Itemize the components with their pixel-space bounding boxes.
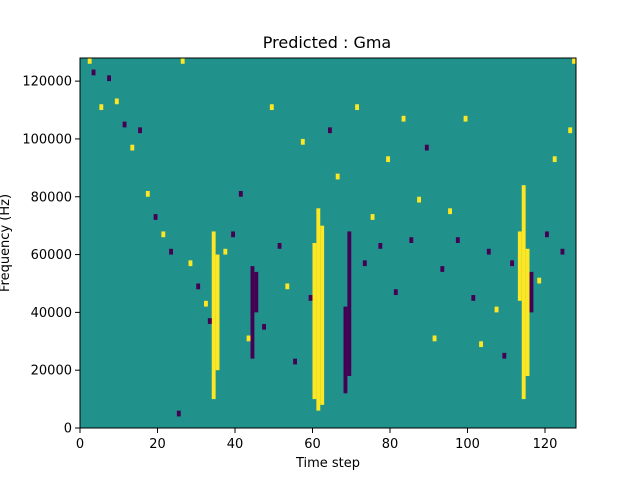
x-tick-label: 0 xyxy=(76,437,84,452)
y-tick-label: 0 xyxy=(64,422,72,437)
heatmap-band-6 xyxy=(521,185,526,400)
heatmap-cell-6 xyxy=(130,144,135,151)
heatmap-cell-48 xyxy=(486,248,491,255)
x-tick-label: 20 xyxy=(149,437,166,452)
heatmap-cell-30 xyxy=(335,173,340,180)
x-tick-label: 80 xyxy=(382,437,399,452)
y-tick-label: 60000 xyxy=(31,248,72,263)
y-tick-label: 100000 xyxy=(22,132,72,147)
heatmap-cell-32 xyxy=(362,260,367,267)
heatmap-cell-17 xyxy=(207,318,212,324)
heatmap-cell-53 xyxy=(545,231,549,238)
y-axis-label: Frequency (Hz) xyxy=(0,194,13,292)
heatmap-cell-26 xyxy=(293,358,297,365)
heatmap-band-1 xyxy=(215,254,220,371)
heatmap-band-12 xyxy=(529,271,534,313)
chart-title: Predicted : Gma xyxy=(263,33,391,52)
heatmap-cell-25 xyxy=(285,283,290,290)
heatmap-cell-54 xyxy=(552,156,557,163)
x-tick-label: 100 xyxy=(455,437,480,452)
heatmap-cell-51 xyxy=(510,260,514,267)
heatmap-cell-16 xyxy=(204,300,208,307)
heatmap-cell-45 xyxy=(463,115,468,122)
heatmap-cell-12 xyxy=(176,410,181,417)
heatmap-cell-43 xyxy=(448,208,452,215)
heatmap-cell-28 xyxy=(308,295,313,301)
heatmap-cell-1 xyxy=(91,69,96,76)
heatmap-cell-20 xyxy=(238,190,243,197)
heatmap-band-10 xyxy=(343,306,348,394)
x-axis-label: Time step xyxy=(295,456,360,471)
heatmap-cell-55 xyxy=(560,248,565,255)
heatmap-cell-27 xyxy=(300,138,305,145)
heatmap-cell-35 xyxy=(386,156,390,163)
y-tick-label: 40000 xyxy=(31,306,72,321)
heatmap-cell-15 xyxy=(196,283,201,290)
heatmap-cell-56 xyxy=(568,127,573,134)
y-tick-label: 20000 xyxy=(31,364,72,379)
heatmap-band-9 xyxy=(254,271,259,313)
y-tick-label: 120000 xyxy=(22,75,72,90)
heatmap-cell-0 xyxy=(87,58,92,64)
heatmap-cell-31 xyxy=(355,104,359,111)
heatmap-cell-49 xyxy=(494,306,499,313)
heatmap-cell-3 xyxy=(107,75,111,82)
heatmap-cell-46 xyxy=(471,295,476,301)
heatmap-cell-24 xyxy=(277,243,282,249)
y-axis-ticks: 0 20000 40000 60000 80000 100000 120000 xyxy=(22,75,80,437)
x-tick-label: 120 xyxy=(533,437,558,452)
heatmap-cell-29 xyxy=(328,127,332,134)
heatmap-cell-13 xyxy=(180,58,185,64)
heatmap-cell-41 xyxy=(432,335,437,342)
heatmap-cell-14 xyxy=(188,260,193,267)
heatmap-cell-40 xyxy=(424,144,429,151)
heatmap-cell-23 xyxy=(269,104,274,111)
heatmap-band-7 xyxy=(525,248,530,376)
heatmap-cell-4 xyxy=(114,98,119,105)
x-tick-label: 60 xyxy=(304,437,321,452)
heatmap-band-4 xyxy=(320,225,325,405)
heatmap-cell-8 xyxy=(145,190,150,197)
x-axis-ticks: 0 20 40 60 80 100 120 xyxy=(76,428,558,452)
heatmap-cell-19 xyxy=(231,231,235,238)
heatmap-cell-5 xyxy=(122,121,127,128)
heatmap-band-2 xyxy=(312,243,317,400)
heatmap-cell-38 xyxy=(409,237,414,243)
heatmap-area xyxy=(80,58,576,428)
plot-frame xyxy=(79,57,577,429)
heatmap-cell-33 xyxy=(370,214,375,220)
heatmap-background xyxy=(80,58,576,428)
heatmap-band-8 xyxy=(250,266,255,359)
heatmap-cell-11 xyxy=(169,248,173,255)
heatmap-band-0 xyxy=(211,231,216,400)
heatmap-cell-7 xyxy=(138,127,142,134)
heatmap-cell-37 xyxy=(401,115,406,122)
heatmap-band-3 xyxy=(316,208,321,411)
x-tick-label: 40 xyxy=(227,437,244,452)
heatmap-cell-50 xyxy=(502,352,507,359)
heatmap-band-11 xyxy=(347,231,352,376)
heatmap-cell-2 xyxy=(99,104,104,111)
heatmap-cell-10 xyxy=(161,231,166,238)
heatmap-cell-21 xyxy=(246,335,251,342)
heatmap-cell-9 xyxy=(153,214,158,220)
heatmap-cell-34 xyxy=(378,243,383,249)
heatmap-cell-22 xyxy=(262,323,266,330)
heatmap-cell-36 xyxy=(393,289,398,296)
y-tick-label: 80000 xyxy=(31,190,72,205)
heatmap-cell-52 xyxy=(537,277,542,284)
heatmap-cell-47 xyxy=(479,341,483,348)
heatmap-cell-44 xyxy=(455,237,460,243)
heatmap-cell-57 xyxy=(572,58,576,64)
heatmap-cell-39 xyxy=(417,196,421,203)
heatmap-cell-42 xyxy=(440,266,445,272)
heatmap-cell-18 xyxy=(223,248,228,255)
heatmap-band-5 xyxy=(517,231,522,301)
